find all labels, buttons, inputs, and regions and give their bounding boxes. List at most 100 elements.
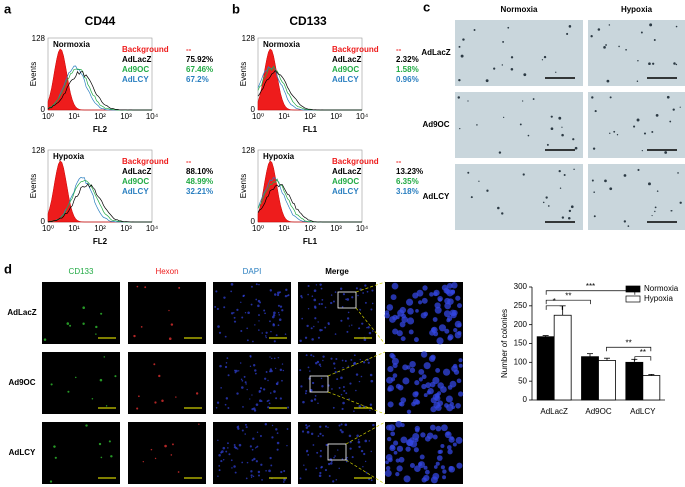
cell-signal: [415, 309, 419, 313]
cell-signal: [306, 324, 309, 328]
x-tick-label: 10²: [94, 224, 106, 233]
colony: [566, 32, 569, 35]
colony: [653, 39, 656, 42]
cell-signal: [195, 392, 199, 395]
cell-signal: [227, 447, 229, 449]
cell-signal: [251, 448, 254, 451]
cell-signal: [324, 468, 328, 472]
cell-signal: [223, 306, 226, 309]
cell-signal: [43, 338, 47, 341]
row-label: Ad9OC: [422, 120, 449, 129]
cell-signal: [307, 307, 310, 310]
cell-signal: [437, 450, 442, 454]
cell-signal: [324, 326, 327, 329]
cell-signal: [353, 362, 356, 366]
cell-signal: [412, 292, 419, 299]
cell-signal: [54, 456, 57, 459]
legend-value: 67.46%: [186, 65, 213, 74]
colony: [656, 190, 659, 192]
cell-signal: [399, 306, 407, 314]
colony: [498, 151, 502, 154]
cell-signal: [366, 326, 368, 329]
cell-signal: [283, 470, 286, 473]
cell-signal: [314, 395, 317, 397]
cell-signal: [386, 304, 394, 311]
cell-signal: [284, 294, 288, 298]
cell-signal: [456, 378, 462, 384]
cell-signal: [370, 379, 374, 383]
x-tick-label: 10⁰: [252, 112, 264, 121]
cell-signal: [235, 447, 238, 450]
significance-label: *: [553, 297, 556, 306]
colony: [590, 35, 593, 38]
colony: [609, 187, 613, 191]
cell-signal: [406, 298, 414, 306]
cell-signal: [305, 426, 309, 430]
cell-signal: [273, 311, 276, 315]
significance-label: ***: [586, 282, 595, 291]
cell-signal: [338, 424, 341, 427]
cell-signal: [401, 313, 406, 319]
cell-signal: [341, 458, 344, 460]
colony: [593, 191, 595, 193]
colony: [651, 214, 653, 217]
cell-signal: [282, 369, 285, 372]
colony: [545, 196, 548, 199]
legend-value: --: [396, 157, 402, 166]
cell-signal: [234, 471, 237, 474]
colony: [604, 179, 607, 183]
cell-signal: [340, 393, 343, 396]
cell-signal: [340, 376, 343, 380]
colony: [609, 132, 611, 134]
cell-signal: [333, 456, 335, 459]
cell-signal: [299, 369, 302, 372]
cell-signal: [327, 426, 329, 429]
y-tick-label: 150: [514, 339, 528, 348]
cell-signal: [312, 355, 315, 358]
cell-signal: [348, 398, 351, 401]
cell-signal: [418, 369, 425, 375]
cell-signal: [355, 373, 359, 376]
cell-signal: [311, 381, 315, 385]
cell-signal: [392, 373, 398, 378]
cell-signal: [309, 370, 311, 372]
colony: [558, 116, 562, 120]
cell-signal: [358, 380, 361, 383]
legend-name: AdLacZ: [122, 55, 151, 64]
cell-signal: [448, 465, 454, 471]
cell-signal: [258, 314, 260, 317]
cell-signal: [306, 450, 308, 453]
cell-signal: [223, 296, 226, 299]
cell-signal: [320, 465, 323, 469]
colony: [637, 60, 639, 62]
x-tick-label: 10⁰: [42, 224, 54, 233]
cell-signal: [255, 283, 258, 286]
colony: [470, 196, 473, 199]
cell-signal: [268, 469, 271, 473]
legend-value: --: [186, 45, 192, 54]
legend-name: AdLacZ: [332, 167, 361, 176]
y-zero-label: 0: [251, 105, 256, 114]
colony: [510, 56, 514, 59]
colony: [618, 45, 620, 48]
cell-signal: [245, 423, 247, 426]
colony: [649, 23, 653, 27]
cell-signal: [249, 365, 252, 368]
cell-signal: [273, 357, 276, 360]
legend-value: 2.32%: [396, 55, 419, 64]
legend-value: 0.96%: [396, 75, 419, 84]
cell-signal: [398, 456, 405, 463]
cell-signal: [256, 431, 259, 433]
cell-signal: [233, 465, 236, 468]
colony: [507, 26, 510, 29]
histogram-curve: [47, 183, 152, 223]
cell-signal: [273, 390, 276, 393]
colony: [467, 100, 469, 102]
cell-signal: [255, 460, 258, 463]
cell-signal: [299, 477, 302, 480]
histogram-curve: [257, 184, 362, 223]
significance-bracket: [606, 346, 652, 352]
cell-signal: [389, 444, 396, 452]
cell-signal: [442, 368, 451, 376]
